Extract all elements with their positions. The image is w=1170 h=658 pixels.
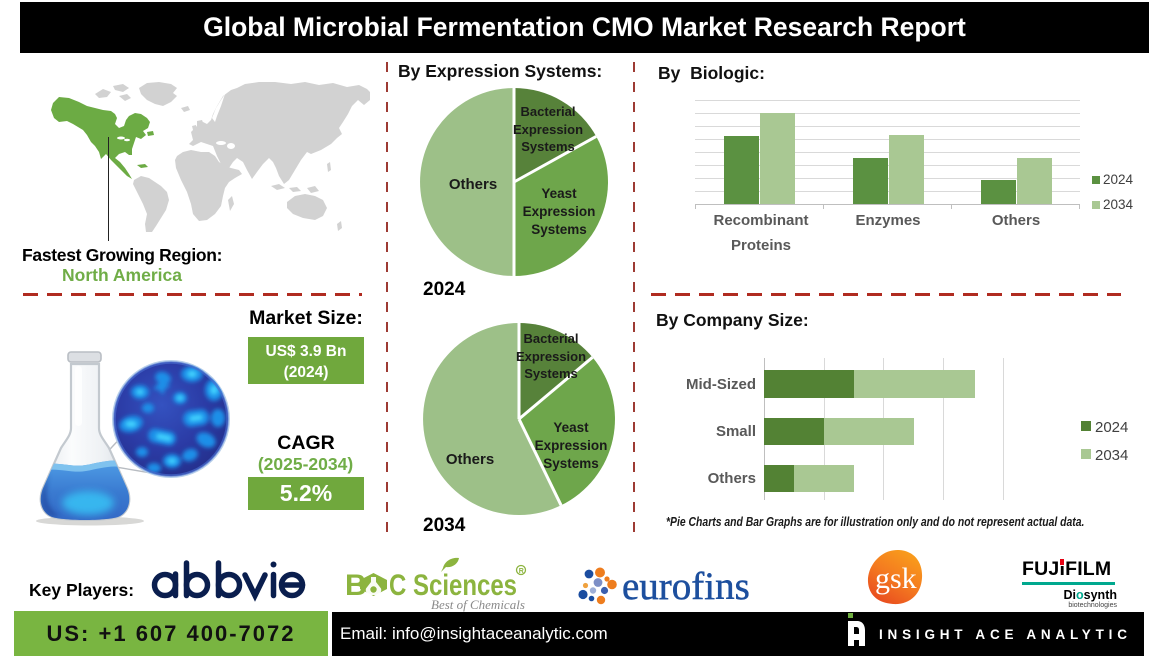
svg-text:gsk: gsk <box>875 562 917 595</box>
svg-text:Best of Chemicals: Best of Chemicals <box>431 597 525 612</box>
svg-text:C Sciences: C Sciences <box>389 569 517 602</box>
svg-text:R: R <box>519 568 524 575</box>
svg-text:B: B <box>345 569 367 602</box>
